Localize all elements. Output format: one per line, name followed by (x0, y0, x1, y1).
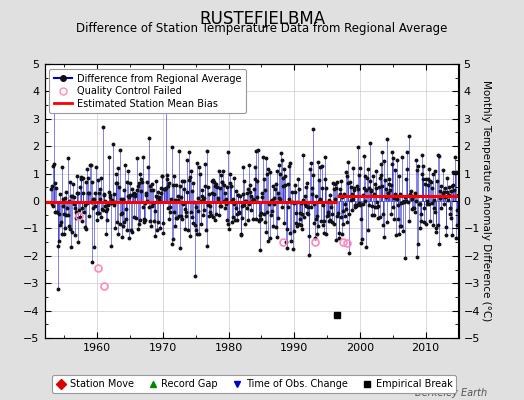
Legend: Difference from Regional Average, Quality Control Failed, Estimated Station Mean: Difference from Regional Average, Qualit… (49, 69, 246, 114)
Text: Berkeley Earth: Berkeley Earth (415, 388, 487, 398)
Text: Difference of Station Temperature Data from Regional Average: Difference of Station Temperature Data f… (77, 22, 447, 35)
Y-axis label: Monthly Temperature Anomaly Difference (°C): Monthly Temperature Anomaly Difference (… (481, 80, 491, 322)
Text: RUSTEFJELBMA: RUSTEFJELBMA (199, 10, 325, 28)
Legend: Station Move, Record Gap, Time of Obs. Change, Empirical Break: Station Move, Record Gap, Time of Obs. C… (52, 375, 456, 393)
